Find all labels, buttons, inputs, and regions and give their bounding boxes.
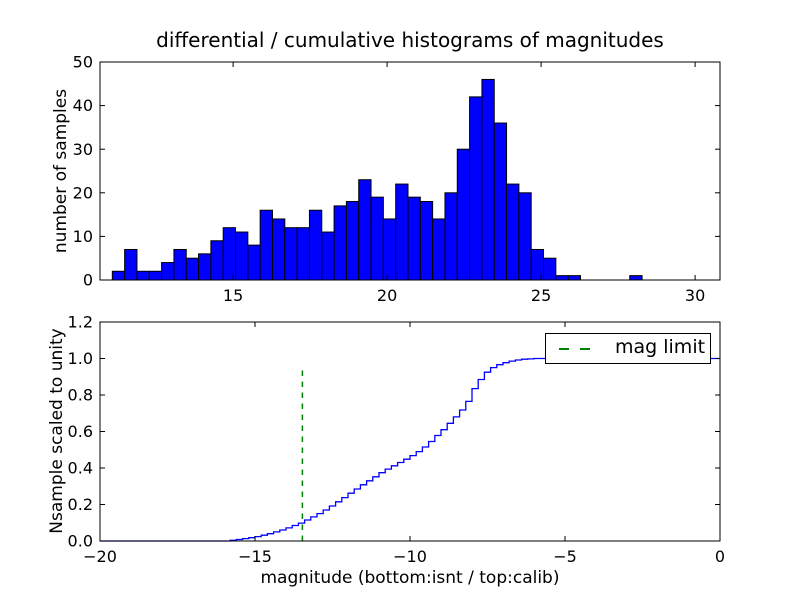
histogram-bar (530, 248, 545, 281)
histogram-bar (407, 196, 421, 281)
y-tick-label: 0.4 (68, 459, 93, 478)
x-tick-label: 25 (531, 286, 551, 305)
top-plot-frame (99, 61, 721, 281)
x-tick-label: −20 (83, 547, 117, 566)
bottom-plot-ticks: −20 −15 −10 −5 0 0.0 0.2 0.4 0.6 0.8 1.0 1.2 (68, 313, 726, 566)
histogram-bars (111, 78, 643, 281)
histogram-bar (518, 192, 532, 281)
histogram-bar (185, 257, 200, 281)
cumulative-curve (100, 357, 720, 542)
y-tick-label: 0.0 (68, 532, 93, 551)
histogram-bar (222, 227, 237, 281)
histogram-bar (259, 209, 273, 281)
histogram-bar (382, 218, 397, 281)
histogram-bar (419, 201, 434, 281)
y-tick-label: 1.0 (68, 349, 93, 368)
y-tick-label: 50 (73, 53, 93, 72)
histogram-bar (321, 231, 335, 281)
plots-group: 15 20 25 30 0 10 20 30 40 50 −20 −15 −10 −5 0 0.0 0.2 0.4… (68, 53, 726, 566)
legend: mag limit (545, 333, 711, 364)
histogram-bar (247, 244, 261, 281)
x-tick-label: −5 (553, 547, 577, 566)
x-tick-label: 30 (685, 286, 705, 305)
histogram-bar (456, 148, 471, 281)
histogram-bar (136, 270, 150, 281)
histogram-bar (161, 262, 175, 281)
histogram-bar (481, 78, 495, 281)
top-plot: 15 20 25 30 0 10 20 30 40 50 (73, 53, 721, 305)
histogram-bar (296, 227, 310, 281)
histogram-bar (370, 196, 384, 281)
legend-label: mag limit (615, 336, 706, 358)
bottom-plot-xlabel: magnitude (bottom:isnt / top:calib) (261, 568, 560, 588)
histogram-bar (444, 192, 458, 281)
x-tick-label: 20 (377, 286, 397, 305)
y-tick-label: 40 (73, 96, 93, 115)
plot-title: differential / cumulative histograms of … (156, 28, 664, 52)
histogram-bar (543, 257, 557, 281)
histogram-bar (198, 253, 212, 281)
y-tick-label: 30 (73, 140, 93, 159)
bottom-plot: −20 −15 −10 −5 0 0.0 0.2 0.4 0.6 0.8 1.0 1.2 (68, 313, 726, 566)
y-tick-label: 20 (73, 183, 93, 202)
histogram-bar (111, 270, 126, 281)
histogram-bar (395, 183, 409, 281)
histogram-bar (432, 218, 446, 281)
histogram-bar (555, 275, 569, 281)
histogram-bar (173, 248, 187, 281)
x-tick-label: −15 (238, 547, 272, 566)
histogram-bar (284, 227, 298, 281)
top-plot-ylabel: number of samples (51, 89, 71, 253)
histogram-bar (629, 275, 643, 281)
y-tick-label: 0.8 (68, 386, 93, 405)
histogram-bar (235, 231, 249, 281)
histogram-bar (358, 179, 372, 281)
histogram-bar (469, 96, 483, 281)
histogram-bar (493, 122, 508, 281)
y-tick-label: 0.2 (68, 495, 93, 514)
x-tick-label: 0 (715, 547, 725, 566)
top-plot-ticks: 15 20 25 30 0 10 20 30 40 50 (73, 53, 720, 305)
histogram-bar (124, 248, 138, 281)
x-tick-label: 15 (223, 286, 243, 305)
bottom-plot-ylabel: Nsample scaled to unity (47, 328, 67, 533)
histogram-bar (308, 209, 323, 281)
dashed-line-sample (559, 347, 591, 350)
y-tick-label: 10 (73, 227, 93, 246)
histogram-bar (345, 201, 360, 281)
histogram-bar (567, 275, 581, 281)
histogram-bar (210, 240, 224, 281)
y-tick-label: 1.2 (68, 313, 93, 332)
histogram-bar (271, 218, 286, 281)
histogram-bar (148, 270, 163, 281)
x-tick-label: −10 (393, 547, 427, 566)
histogram-bar (333, 205, 347, 281)
y-tick-label: 0 (83, 271, 93, 290)
y-tick-label: 0.6 (68, 422, 93, 441)
histogram-bar (506, 183, 520, 281)
